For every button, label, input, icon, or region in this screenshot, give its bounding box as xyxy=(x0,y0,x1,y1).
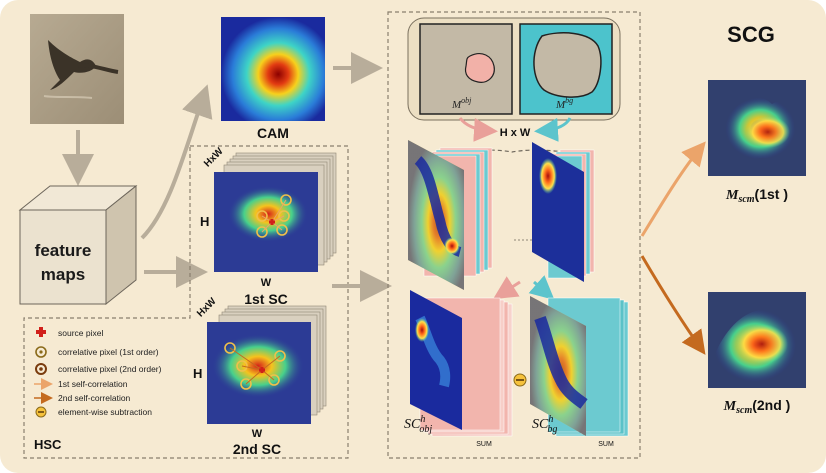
sc-obj-stack: SUM SCh obj xyxy=(404,290,513,448)
hsc-label: HSC xyxy=(34,437,62,452)
arrow-obj-mask xyxy=(458,117,498,142)
subtraction-icon xyxy=(35,406,47,418)
sum-label-bg: SUM xyxy=(598,441,614,448)
result-second-label: Mscm(2nd ) xyxy=(723,397,791,416)
first-sc-h: H xyxy=(200,214,209,229)
first-sc-stack: HxW H W 1st SC xyxy=(200,146,337,307)
sc-bg-label: SCh bg xyxy=(532,414,557,435)
arrow-to-obj xyxy=(492,276,521,300)
correlative-pixel-2nd-icon xyxy=(35,363,47,375)
second-sc-h: H xyxy=(193,366,202,381)
arrow-bg-mask xyxy=(534,117,572,142)
first-sc-hxw: HxW xyxy=(202,146,226,170)
legend-label: element-wise subtraction xyxy=(58,407,152,417)
arrow-to-second-result xyxy=(640,255,706,355)
arrow-to-bg xyxy=(528,275,555,300)
sc-obj-label: SCh obj xyxy=(404,414,432,435)
second-sc-stack: HxW H W 2nd SC xyxy=(193,296,327,457)
result-first-label: Mscm(1st ) xyxy=(725,186,788,205)
first-sc-label: 1st SC xyxy=(244,291,288,307)
second-sc-label: 2nd SC xyxy=(233,441,281,457)
correlative-pixel-1st-icon xyxy=(35,346,47,358)
subtraction-symbol xyxy=(513,373,527,387)
arrow-to-first-result xyxy=(640,141,706,237)
mask-panel: Mobj Mbg xyxy=(407,17,621,121)
hsc-region xyxy=(23,145,349,459)
cam-map: CAM xyxy=(221,17,325,141)
scg-region xyxy=(387,11,641,459)
input-image xyxy=(30,14,124,124)
second-sc-w: W xyxy=(252,428,263,440)
legend: source pixel correlative pixel (1st orde… xyxy=(34,327,162,452)
legend-label: source pixel xyxy=(58,328,103,338)
arrow-features-to-cam xyxy=(140,84,213,240)
legend-label: correlative pixel (2nd order) xyxy=(58,364,162,374)
mask-bg-label: Mbg xyxy=(555,96,573,111)
attention-stack-right xyxy=(532,142,595,282)
sum-label-obj: SUM xyxy=(476,441,492,448)
cam-label: CAM xyxy=(257,125,289,141)
hw-label: H x W xyxy=(500,127,531,139)
feature-maps-label-1: feature xyxy=(35,241,92,260)
result-second: Mscm(2nd ) xyxy=(708,292,806,416)
first-sc-w: W xyxy=(261,277,272,289)
scg-title: SCG xyxy=(727,22,775,47)
source-pixel-icon xyxy=(36,327,46,337)
feature-maps-cube: feature maps xyxy=(18,184,138,306)
attention-stack-left xyxy=(408,140,493,290)
legend-label: correlative pixel (1st order) xyxy=(58,347,159,357)
sc-bg-stack: SUM SCh bg xyxy=(530,296,629,448)
second-sc-hxw: HxW xyxy=(195,296,219,320)
result-first: Mscm(1st ) xyxy=(708,80,806,205)
legend-label: 2nd self-correlation xyxy=(58,393,131,403)
feature-maps-label-2: maps xyxy=(41,265,85,284)
mask-obj-label: Mobj xyxy=(451,96,472,111)
legend-label: 1st self-correlation xyxy=(58,379,128,389)
